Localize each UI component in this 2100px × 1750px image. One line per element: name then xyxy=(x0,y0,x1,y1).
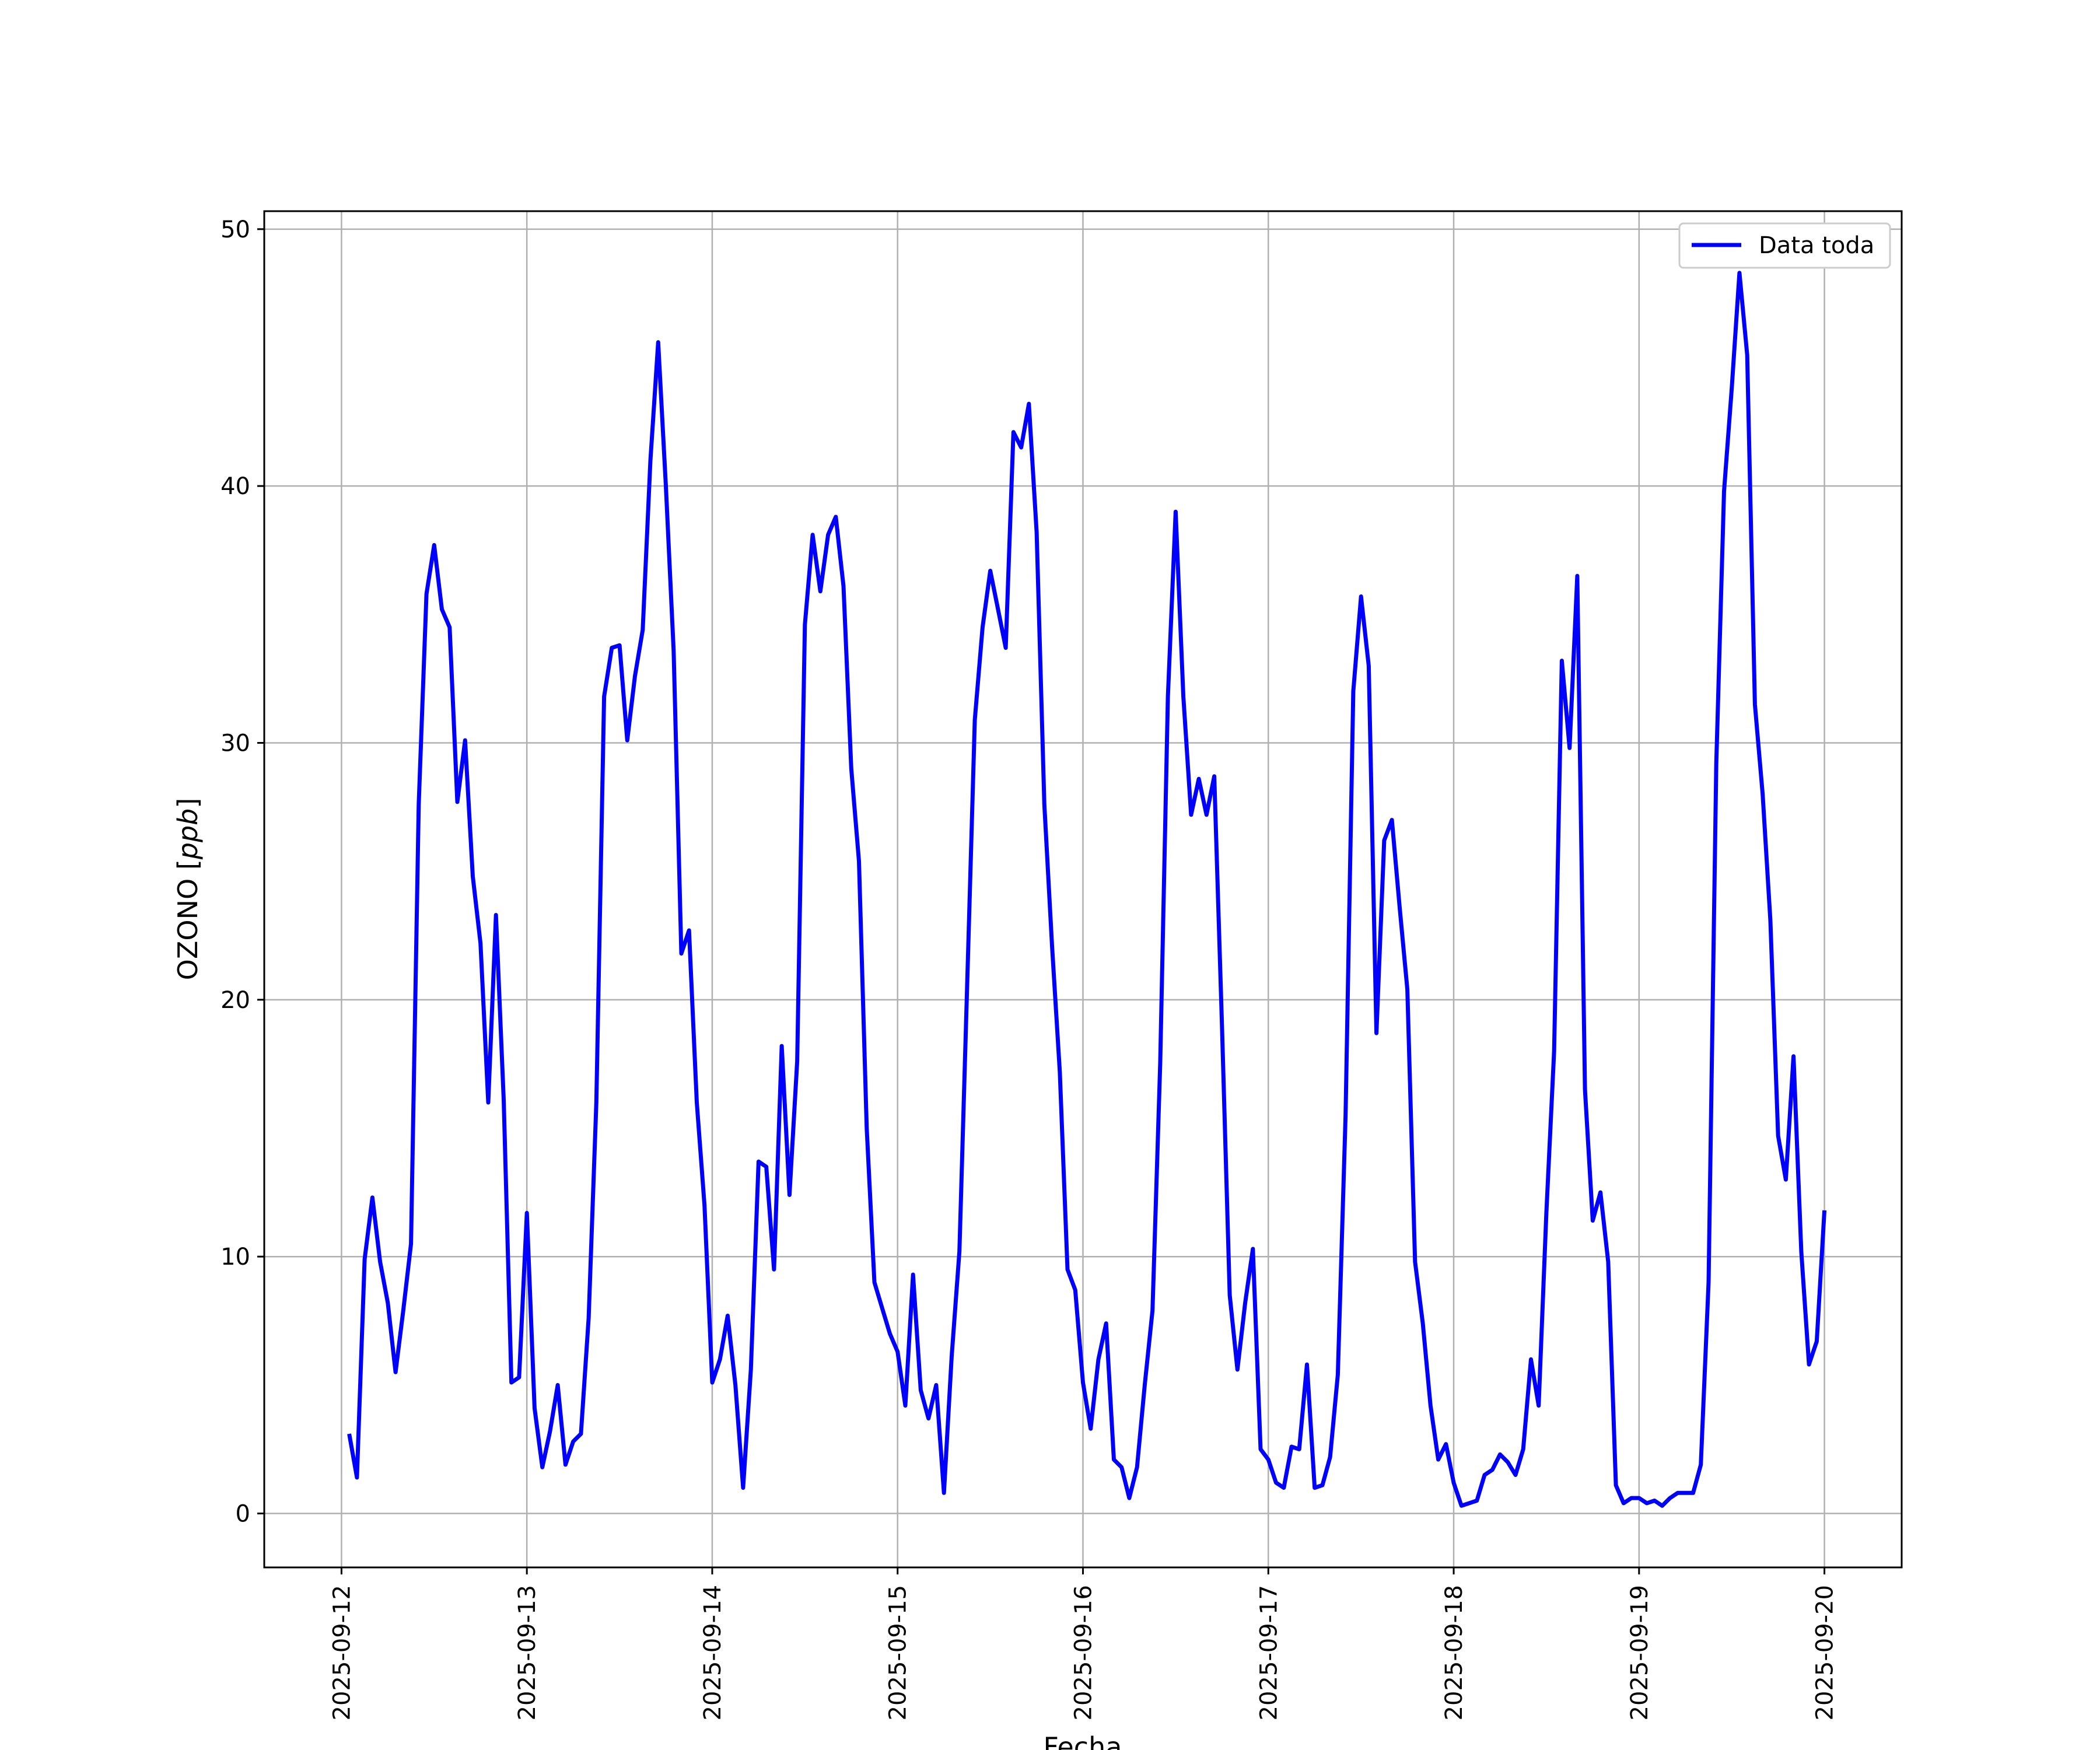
y-tick-label: 10 xyxy=(220,1244,250,1270)
grid-lines xyxy=(264,211,1902,1567)
series-line-data-toda xyxy=(347,271,1827,1508)
x-tick-label: 2025-09-16 xyxy=(1070,1585,1097,1720)
x-tick-label: 2025-09-17 xyxy=(1255,1585,1282,1720)
legend: Data toda xyxy=(1678,222,1891,269)
y-axis: 0 10 20 30 40 50 xyxy=(220,216,264,1528)
x-tick-label: 2025-09-14 xyxy=(699,1585,726,1720)
y-tick-label: 0 xyxy=(236,1501,250,1528)
x-tick-label: 2025-09-15 xyxy=(885,1585,912,1720)
y-axis-title-suffix: ] xyxy=(172,798,204,808)
y-axis-title: OZONO [ppb] xyxy=(172,798,204,981)
x-tick-label: 2025-09-13 xyxy=(514,1585,541,1720)
series-layer xyxy=(347,271,1827,1508)
legend-box xyxy=(1678,222,1891,269)
x-axis: 2025-09-12 2025-09-13 2025-09-14 2025-09-15… xyxy=(328,1567,1839,1720)
y-tick-label: 50 xyxy=(220,216,250,243)
y-axis-title-unit: ppb xyxy=(172,808,204,860)
x-tick-label: 2025-09-12 xyxy=(328,1585,355,1720)
legend-label-data-toda: Data toda xyxy=(1759,232,1874,259)
y-axis-title-prefix: OZONO [ xyxy=(172,859,204,980)
x-tick-label: 2025-09-20 xyxy=(1812,1585,1839,1720)
y-tick-label: 30 xyxy=(220,730,250,757)
y-tick-label: 40 xyxy=(220,473,250,500)
x-axis-title: Fecha xyxy=(1044,1731,1122,1750)
x-tick-label: 2025-09-19 xyxy=(1626,1585,1653,1720)
x-tick-label: 2025-09-18 xyxy=(1441,1585,1468,1720)
y-tick-label: 20 xyxy=(220,987,250,1014)
